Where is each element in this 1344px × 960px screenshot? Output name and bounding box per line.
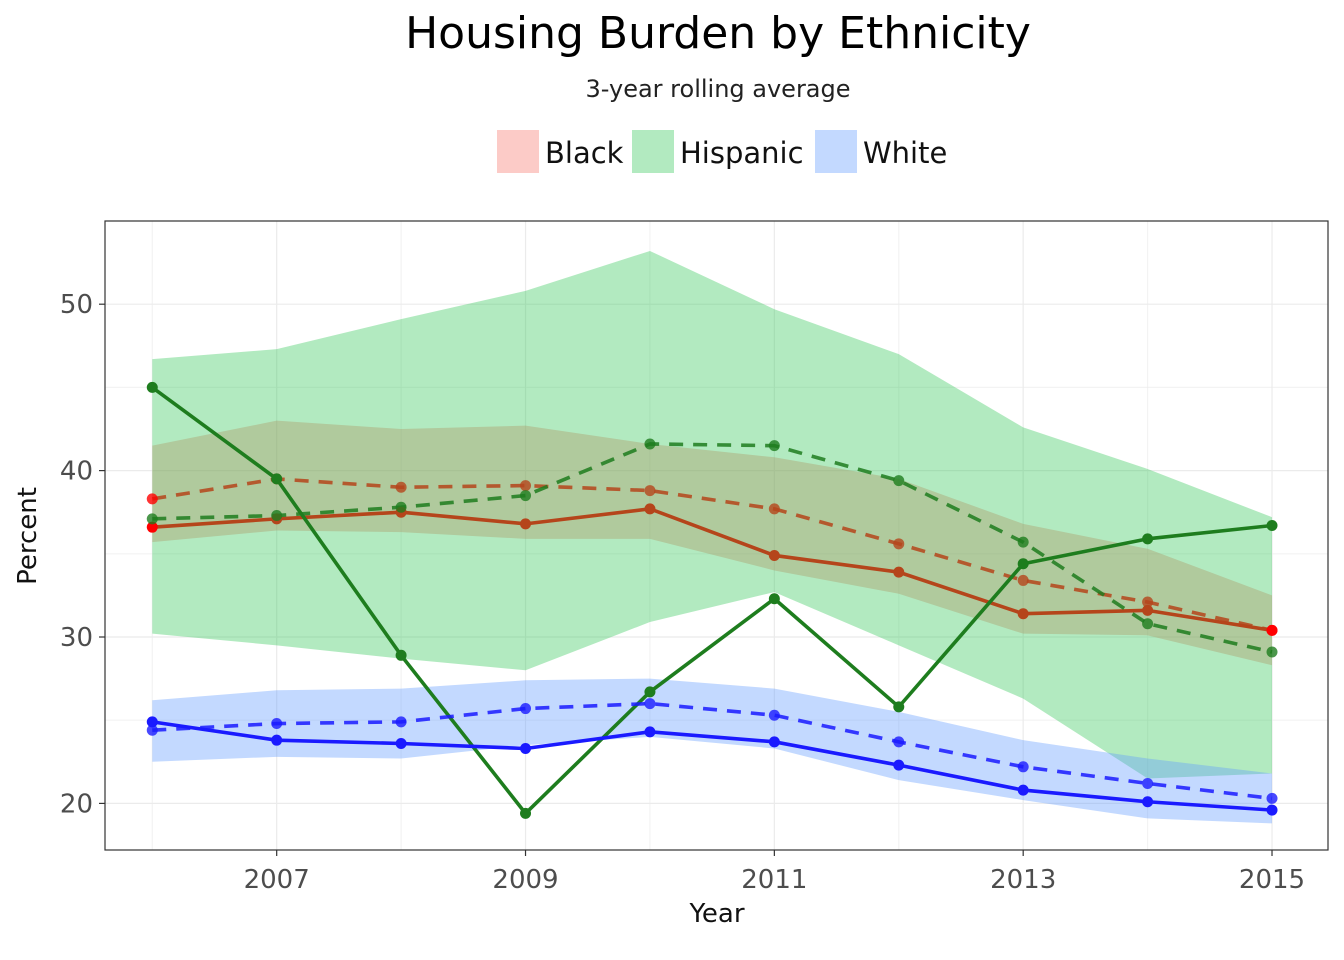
chart-subtitle: 3-year rolling average xyxy=(585,75,850,103)
annual-point-black xyxy=(1142,604,1154,616)
y-tick-label: 30 xyxy=(60,623,93,653)
annual-line-white xyxy=(152,720,1273,812)
rolling-point-white xyxy=(395,716,407,728)
annual-line-hispanic xyxy=(151,385,1273,817)
annual-point-black xyxy=(146,521,158,533)
chart-title: Housing Burden by Ethnicity xyxy=(405,8,1031,59)
x-tick-label: 2009 xyxy=(492,865,558,895)
annual-point-black xyxy=(520,518,532,530)
legend-label-white: White xyxy=(863,136,947,170)
rolling-point-white xyxy=(1266,792,1278,804)
plot-border xyxy=(104,220,1329,851)
annual-line-black xyxy=(152,507,1273,633)
rolling-point-black xyxy=(644,485,656,497)
y-tick-label: 50 xyxy=(60,290,93,320)
rolling-point-white xyxy=(146,724,158,736)
annual-point-black xyxy=(644,503,656,515)
rolling-point-black xyxy=(893,538,905,550)
series-points xyxy=(146,381,1278,819)
band-hispanic xyxy=(152,250,1273,779)
annual-point-white xyxy=(1142,796,1154,808)
rolling-point-white xyxy=(271,718,283,730)
y-axis-title: Percent xyxy=(13,487,43,585)
annual-point-hispanic xyxy=(768,593,780,605)
annual-point-white xyxy=(395,738,407,750)
rolling-point-black xyxy=(1017,574,1029,586)
annual-point-black xyxy=(1017,608,1029,620)
band-white xyxy=(152,678,1273,824)
annual-point-hispanic xyxy=(644,686,656,698)
rolling-point-black xyxy=(520,480,532,492)
rolling-point-hispanic xyxy=(146,513,158,525)
rolling-point-hispanic xyxy=(893,475,905,487)
annual-point-white xyxy=(1266,804,1278,816)
x-axis-ticks: 2007 2009 2011 2013 2015 xyxy=(244,850,1305,895)
x-tick-label: 2011 xyxy=(741,865,807,895)
annual-point-white xyxy=(520,742,532,754)
legend-label-hispanic: Hispanic xyxy=(680,136,804,170)
rolling-point-hispanic xyxy=(395,501,407,513)
annual-point-hispanic xyxy=(1142,533,1154,545)
x-tick-label: 2013 xyxy=(990,865,1056,895)
y-tick-label: 20 xyxy=(60,789,93,819)
annual-point-hispanic xyxy=(893,701,905,713)
x-axis-title: Year xyxy=(688,899,744,929)
annual-point-white xyxy=(768,736,780,748)
rolling-point-hispanic xyxy=(1266,646,1278,658)
annual-point-white xyxy=(146,716,158,728)
annual-point-white xyxy=(271,734,283,746)
annual-point-hispanic xyxy=(146,381,158,393)
rolling-point-hispanic xyxy=(520,490,532,502)
rolling-point-hispanic xyxy=(1017,536,1029,548)
annual-point-white xyxy=(893,759,905,771)
legend: Black Hispanic White xyxy=(497,130,947,173)
annual-point-hispanic xyxy=(1266,520,1278,532)
annual-point-black xyxy=(768,549,780,561)
legend-key-white xyxy=(815,130,857,173)
rolling-point-black xyxy=(146,493,158,505)
y-axis-ticks: 20 30 40 50 xyxy=(60,290,105,819)
annual-point-black xyxy=(1266,624,1278,636)
rolling-line-black xyxy=(151,477,1273,633)
rolling-point-hispanic xyxy=(768,440,780,452)
rolling-point-black xyxy=(768,503,780,515)
rolling-point-hispanic xyxy=(644,438,656,450)
rolling-point-hispanic xyxy=(1142,618,1154,630)
annual-point-white xyxy=(644,726,656,738)
legend-label-black: Black xyxy=(545,136,624,170)
rolling-point-black xyxy=(395,481,407,493)
x-tick-label: 2007 xyxy=(244,865,310,895)
plot-area xyxy=(104,220,1329,851)
series-lines xyxy=(151,385,1273,817)
y-tick-label: 40 xyxy=(60,457,93,487)
rolling-point-white xyxy=(644,698,656,710)
legend-key-hispanic xyxy=(632,130,674,173)
annual-point-hispanic xyxy=(271,473,283,485)
annual-point-hispanic xyxy=(395,649,407,661)
rolling-point-black xyxy=(1142,596,1154,608)
rolling-point-hispanic xyxy=(271,510,283,522)
annual-point-white xyxy=(1017,784,1029,796)
annual-point-black xyxy=(893,566,905,578)
annual-point-hispanic xyxy=(520,807,532,819)
rolling-point-white xyxy=(1017,761,1029,773)
annual-point-hispanic xyxy=(1017,558,1029,570)
rolling-line-white xyxy=(152,701,1273,801)
rolling-point-white xyxy=(893,736,905,748)
rolling-point-white xyxy=(768,709,780,721)
rolling-point-white xyxy=(520,703,532,715)
legend-key-black xyxy=(497,130,539,173)
rolling-point-white xyxy=(1142,777,1154,789)
x-tick-label: 2015 xyxy=(1239,865,1305,895)
